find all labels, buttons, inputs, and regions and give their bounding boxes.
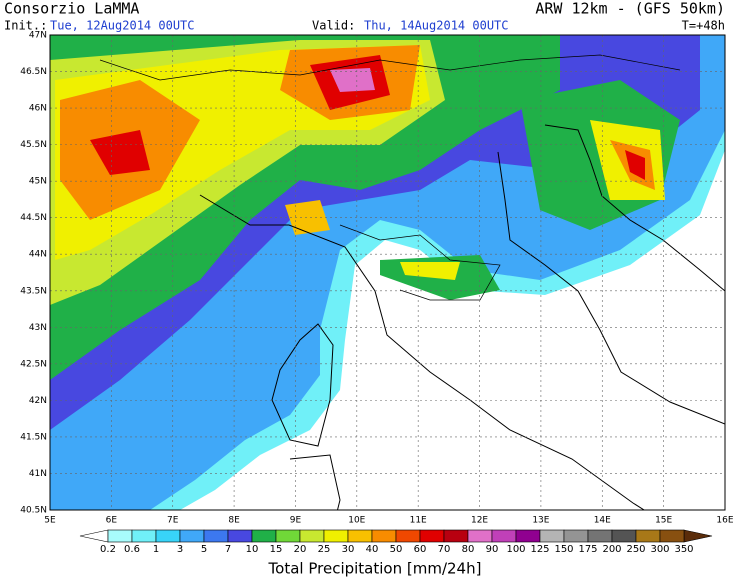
x-tick-label: 7E: [167, 516, 179, 526]
x-tick-label: 5E: [44, 516, 56, 526]
colorbar-label: 300: [650, 544, 669, 555]
colorbar-box: [515, 529, 541, 543]
colorbar-title: Total Precipitation [mm/24h]: [268, 560, 482, 578]
colorbar-label: 125: [530, 544, 549, 555]
x-tick-label: 6E: [106, 516, 118, 526]
y-tick-label: 44.5N: [20, 213, 47, 223]
colorbar-label: 150: [554, 544, 573, 555]
colorbar-box: [275, 529, 301, 543]
init-label: Init.:: [4, 19, 47, 33]
y-tick-label: 47N: [29, 31, 47, 41]
colorbar-label: 0.6: [124, 544, 140, 555]
colorbar-label: 50: [390, 544, 403, 555]
colorbar-box: [611, 529, 637, 543]
lead-time: T=+48h: [682, 19, 725, 33]
colorbar-label: 100: [506, 544, 525, 555]
colorbar: 0.2 0.6 1 3 5 7 10 15 20 25 30 40 50 60 70 80 90 100 125 15…: [79, 529, 713, 555]
x-tick-label: 12E: [471, 516, 488, 526]
x-tick-label: 16E: [716, 516, 733, 526]
y-tick-label: 46N: [29, 104, 47, 114]
x-tick-label: 11E: [410, 516, 427, 526]
x-tick-label: 13E: [532, 516, 549, 526]
colorbar-label: 200: [602, 544, 621, 555]
colorbar-label: 10: [246, 544, 259, 555]
colorbar-label: 175: [578, 544, 597, 555]
y-tick-label: 41N: [29, 469, 47, 479]
colorbar-label: 80: [462, 544, 475, 555]
colorbar-box: [107, 529, 133, 543]
y-tick-label: 43N: [29, 323, 47, 333]
colorbar-under: [79, 529, 109, 543]
colorbar-over: [683, 529, 713, 543]
colorbar-label: 250: [626, 544, 645, 555]
valid-label: Valid:: [312, 19, 355, 33]
colorbar-box: [419, 529, 445, 543]
valid: Thu, 14Aug2014 00UTC: [364, 19, 509, 33]
colorbar-box: [323, 529, 349, 543]
colorbar-label: 15: [270, 544, 283, 555]
colorbar-box: [347, 529, 373, 543]
colorbar-label: 350: [674, 544, 693, 555]
colorbar-label: 30: [342, 544, 355, 555]
colorbar-box: [659, 529, 685, 543]
y-tick-label: 43.5N: [20, 286, 47, 296]
grid: 40.5N 41N 41.5N 42N 42.5N 43N 43.5N 44N 44.5N 45N…: [20, 31, 734, 526]
y-tick-label: 40.5N: [20, 506, 47, 516]
y-tick-label: 42.5N: [20, 359, 47, 369]
y-tick-label: 41.5N: [20, 432, 47, 442]
colorbar-box: [299, 529, 325, 543]
colorbar-label: 20: [294, 544, 307, 555]
colorbar-label: 1: [153, 544, 159, 555]
precip-field: [50, 35, 725, 510]
colorbar-box: [491, 529, 517, 543]
colorbar-label: 40: [366, 544, 379, 555]
colorbar-box: [443, 529, 469, 543]
colorbar-label: 25: [318, 544, 331, 555]
y-tick-label: 42N: [29, 396, 47, 406]
colorbar-label: 0.2: [100, 544, 116, 555]
colorbar-box: [251, 529, 277, 543]
colorbar-box: [587, 529, 613, 543]
x-tick-label: 15E: [655, 516, 672, 526]
x-tick-label: 14E: [594, 516, 611, 526]
colorbar-label: 5: [201, 544, 207, 555]
y-tick-label: 45.5N: [20, 140, 47, 150]
colorbar-box: [539, 529, 565, 543]
x-tick-label: 9E: [290, 516, 302, 526]
colorbar-label: 70: [438, 544, 451, 555]
colorbar-label: 60: [414, 544, 427, 555]
y-tick-label: 44N: [29, 250, 47, 260]
colorbar-box: [635, 529, 661, 543]
y-tick-label: 45N: [29, 177, 47, 187]
colorbar-box: [371, 529, 397, 543]
colorbar-box: [131, 529, 157, 543]
init: Tue, 12Aug2014 00UTC: [50, 19, 195, 33]
colorbar-box: [467, 529, 493, 543]
colorbar-box: [203, 529, 229, 543]
colorbar-box: [395, 529, 421, 543]
x-tick-label: 8E: [228, 516, 240, 526]
colorbar-box: [155, 529, 181, 543]
model: ARW 12km - (GFS 50km): [535, 0, 725, 18]
colorbar-box: [179, 529, 205, 543]
title: Consorzio LaMMA: [4, 0, 139, 18]
colorbar-box: [227, 529, 253, 543]
colorbar-box: [563, 529, 589, 543]
colorbar-label: 7: [225, 544, 231, 555]
y-tick-label: 46.5N: [20, 67, 47, 77]
map-frame: [49, 34, 726, 511]
x-tick-label: 10E: [348, 516, 365, 526]
colorbar-label: 90: [486, 544, 499, 555]
colorbar-label: 3: [177, 544, 183, 555]
